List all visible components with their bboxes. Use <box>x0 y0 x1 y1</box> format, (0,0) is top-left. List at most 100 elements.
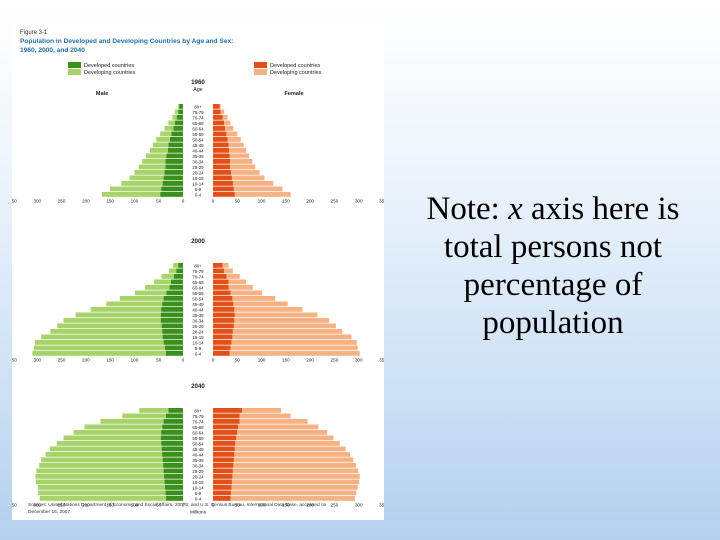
bar-male-developing-1960-75-79 <box>174 109 179 115</box>
bar-female-developing-2000-65-69 <box>228 279 247 285</box>
age-label-1960-60-64: 60-64 <box>192 126 204 131</box>
bar-female-developed-2040-55-59 <box>213 435 237 441</box>
xtick-1960--50: 50 <box>156 199 162 204</box>
xtick-2040--350: 350 <box>12 503 17 508</box>
age-label-2040-70-74: 70-74 <box>192 419 204 424</box>
bar-male-developed-2000-45-49 <box>162 301 183 307</box>
figure-title-line1: Population in Developed and Developing C… <box>20 38 233 45</box>
bar-male-developing-2040-75-79 <box>122 413 166 419</box>
bar-female-developing-1960-55-59 <box>226 131 238 137</box>
bar-male-developed-1960-65-69 <box>174 120 183 126</box>
bar-female-developed-1960-25-29 <box>213 164 230 170</box>
xtick-2040-left-0: 0 <box>182 503 185 508</box>
xtick-2040-350: 350 <box>379 503 384 508</box>
bar-male-developing-2000-80+ <box>173 263 179 268</box>
bar-male-developed-2000-75-79 <box>176 268 183 274</box>
bar-male-developed-1960-0-4 <box>160 192 183 197</box>
bar-male-developing-2000-70-74 <box>161 274 174 279</box>
bar-male-developing-2040-80+ <box>139 408 169 413</box>
bar-male-developing-2000-25-29 <box>57 323 162 329</box>
bar-female-developed-1960-0-4 <box>213 192 235 197</box>
figure-label: Figure 3-1 <box>20 30 48 36</box>
xtick-2000-200: 200 <box>306 358 314 363</box>
bar-male-developed-1960-60-64 <box>173 126 183 131</box>
age-label-2000-10-14: 10-14 <box>192 340 204 345</box>
bar-female-developing-2040-15-19 <box>231 479 360 485</box>
note-text: Note: x axis here is total persons not p… <box>418 190 688 342</box>
age-label-2000-20-24: 20-24 <box>192 329 204 334</box>
xtick-1960--250: 250 <box>58 199 66 204</box>
xtick-1960--350: 350 <box>12 199 17 204</box>
bar-female-developed-2040-80+ <box>213 408 243 413</box>
bar-female-developing-2000-10-14 <box>231 340 357 345</box>
age-label-1960-10-14: 10-14 <box>192 181 204 186</box>
bar-female-developed-1960-55-59 <box>213 131 227 137</box>
bar-male-developed-1960-80+ <box>179 104 183 109</box>
xtick-2000--350: 350 <box>12 358 17 363</box>
age-label-1960-55-59: 55-59 <box>192 132 204 137</box>
bar-male-developed-2040-70-74 <box>163 419 183 424</box>
age-label-2040-30-34: 30-34 <box>192 463 204 468</box>
bar-female-developed-2000-35-39 <box>213 312 235 318</box>
age-axis-label: Age <box>193 87 202 93</box>
bar-female-developing-1960-15-19 <box>231 175 265 181</box>
age-label-2040-0-4: 0-4 <box>195 496 202 501</box>
legend-label-female-developed: Developed countries <box>270 63 320 69</box>
bar-female-developed-1960-30-34 <box>213 159 230 164</box>
bar-female-developed-2000-20-24 <box>213 329 233 334</box>
bar-female-developed-2000-50-54 <box>213 296 233 301</box>
bar-male-developed-2000-65-69 <box>170 279 183 285</box>
bar-female-developing-2040-75-79 <box>239 413 291 419</box>
bar-male-developed-1960-10-14 <box>162 181 183 186</box>
xtick-2040--150: 150 <box>106 503 114 508</box>
xtick-2000--250: 250 <box>58 358 66 363</box>
bar-male-developing-2040-0-4 <box>39 496 166 501</box>
bar-female-developed-2040-50-54 <box>213 441 236 446</box>
bar-female-developing-2000-0-4 <box>229 351 360 356</box>
bar-female-developing-2040-50-54 <box>235 441 340 446</box>
age-label-2040-20-24: 20-24 <box>192 474 204 479</box>
xtick-2040-300: 300 <box>355 503 363 508</box>
bar-female-developing-2040-70-74 <box>239 419 308 424</box>
bar-female-developing-1960-45-49 <box>228 142 244 148</box>
bar-female-developed-2040-45-49 <box>213 446 235 452</box>
age-label-2040-60-64: 60-64 <box>192 430 204 435</box>
age-label-1960-35-39: 35-39 <box>192 154 204 159</box>
bar-female-developed-2040-60-64 <box>213 430 238 435</box>
bar-male-developed-1960-35-39 <box>166 153 183 159</box>
age-label-2000-65-69: 65-69 <box>192 280 204 285</box>
bar-female-developed-2040-20-24 <box>213 474 233 479</box>
bar-male-developing-2000-10-14 <box>34 340 164 345</box>
age-label-2000-35-39: 35-39 <box>192 313 204 318</box>
bar-female-developing-2040-5-9 <box>230 490 357 496</box>
side-label-male: Male <box>96 91 108 97</box>
xtick-1960--300: 300 <box>33 199 41 204</box>
bar-male-developed-1960-30-34 <box>165 159 183 164</box>
xtick-2040-100: 100 <box>258 503 266 508</box>
xtick-2000--50: 50 <box>156 358 162 363</box>
age-label-1960-25-29: 25-29 <box>192 165 204 170</box>
age-label-1960-65-69: 65-69 <box>192 121 204 126</box>
age-label-2040-50-54: 50-54 <box>192 441 204 446</box>
bar-male-developing-2000-5-9 <box>33 345 166 351</box>
bar-female-developing-2000-45-49 <box>233 301 288 307</box>
bar-female-developing-2040-25-29 <box>232 468 359 474</box>
age-label-1960-70-74: 70-74 <box>192 115 204 120</box>
age-label-2040-25-29: 25-29 <box>192 469 204 474</box>
xtick-2000-left-0: 0 <box>182 358 185 363</box>
bar-female-developing-1960-60-64 <box>225 126 234 131</box>
age-label-1960-75-79: 75-79 <box>192 110 204 115</box>
bar-male-developed-1960-25-29 <box>165 164 183 170</box>
xtick-2040--200: 200 <box>82 503 90 508</box>
xtick-1960-250: 250 <box>331 199 339 204</box>
bar-male-developing-2040-60-64 <box>73 430 162 435</box>
bar-female-developed-1960-20-24 <box>213 170 231 175</box>
note-part1: Note: <box>426 191 509 227</box>
age-label-2000-60-64: 60-64 <box>192 285 204 290</box>
age-label-2040-55-59: 55-59 <box>192 436 204 441</box>
xtick-2000--200: 200 <box>82 358 90 363</box>
bar-female-developing-1960-40-44 <box>229 148 247 153</box>
bar-male-developing-2000-75-79 <box>168 268 177 274</box>
bar-male-developing-1960-25-29 <box>138 164 166 170</box>
